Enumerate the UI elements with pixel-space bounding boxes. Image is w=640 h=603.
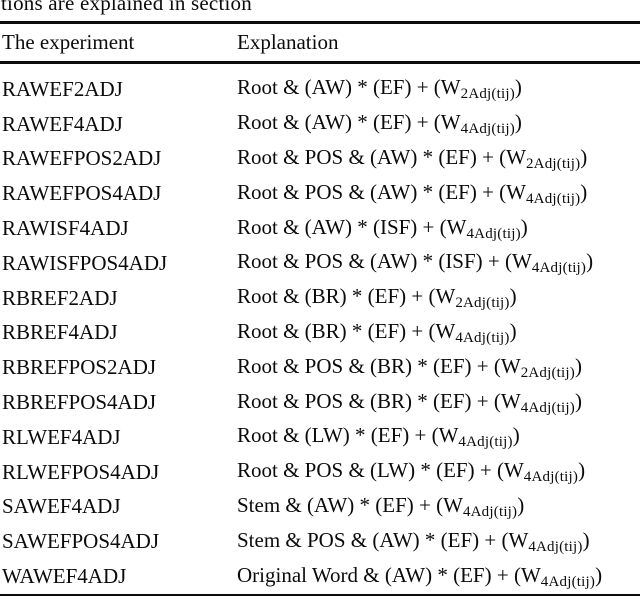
experiment-name: RBREFPOS4ADJ — [2, 390, 157, 415]
formula-prefix: Root & (BR) * (EF) + (W — [237, 284, 456, 309]
experiment-formula: Root & POS & (AW) * (EF) + (W2Adj(tij)) — [237, 145, 640, 173]
experiment-name: RBREF2ADJ — [2, 285, 118, 310]
formula-subscript: 4Adj(tij) — [466, 225, 521, 242]
experiment-formula: Root & POS & (AW) * (ISF) + (W4Adj(tij)) — [237, 249, 640, 277]
experiment-name: RLWEF4ADJ — [2, 424, 121, 449]
experiment-name: SAWEF4ADJ — [2, 494, 121, 519]
formula-subscript: 2Adj(tij) — [455, 295, 510, 312]
formula-subscript: 4Adj(tij) — [540, 573, 596, 590]
formula-subscript: 4Adj(tij) — [528, 538, 583, 555]
table-row: RAWEF2ADJ Root & (AW) * (EF) + (W2Adj(ti… — [0, 72, 640, 107]
formula-prefix: Root & (AW) * (EF) + (W — [237, 110, 461, 135]
formula-suffix: ) — [574, 353, 582, 378]
experiment-formula: Root & (AW) * (ISF) + (W4Adj(tij)) — [237, 215, 640, 243]
table-row: RAWEFPOS4ADJ Root & POS & (AW) * (EF) + … — [0, 176, 640, 211]
experiment-formula: Root & POS & (BR) * (EF) + (W2Adj(tij)) — [237, 354, 640, 382]
formula-suffix: ) — [580, 144, 588, 169]
formula-prefix: Original Word & (AW) * (EF) + (W — [237, 562, 541, 587]
experiment-name: RAWEFPOS2ADJ — [2, 146, 162, 171]
table-row: RBREFPOS2ADJ Root & POS & (BR) * (EF) + … — [0, 350, 640, 385]
header-explanation: Explanation — [237, 30, 339, 54]
experiment-name: RLWEFPOS4ADJ — [2, 459, 160, 484]
formula-prefix: Root & (AW) * (ISF) + (W — [237, 214, 467, 239]
experiment-formula: Stem & POS & (AW) * (EF) + (W4Adj(tij)) — [237, 528, 640, 556]
experiment-name: WAWEF4ADJ — [2, 564, 127, 589]
formula-prefix: Root & (BR) * (EF) + (W — [237, 318, 456, 343]
table-header-row: The experiment Explanation — [0, 24, 640, 64]
experiment-formula: Root & (BR) * (EF) + (W2Adj(tij)) — [237, 284, 640, 312]
table-row: RBREF4ADJ Root & (BR) * (EF) + (W4Adj(ti… — [0, 316, 640, 351]
table-row: WAWEF4ADJ Original Word & (AW) * (EF) + … — [0, 559, 640, 594]
table-row: SAWEF4ADJ Stem & (AW) * (EF) + (W4Adj(ti… — [0, 490, 640, 525]
experiment-name: RAWEF4ADJ — [2, 111, 123, 136]
table-row: RAWEF4ADJ Root & (AW) * (EF) + (W4Adj(ti… — [0, 107, 640, 142]
formula-suffix: ) — [509, 284, 517, 309]
experiment-name: RAWEF2ADJ — [2, 76, 123, 101]
table-row: RAWEFPOS2ADJ Root & POS & (AW) * (EF) + … — [0, 142, 640, 177]
formula-prefix: Stem & (AW) * (EF) + (W — [237, 492, 463, 517]
formula-suffix: ) — [517, 492, 525, 517]
formula-prefix: Root & (AW) * (EF) + (W — [237, 75, 461, 100]
formula-prefix: Root & POS & (AW) * (EF) + (W — [237, 144, 526, 169]
experiment-formula: Root & POS & (BR) * (EF) + (W4Adj(tij)) — [237, 389, 640, 417]
formula-subscript: 2Adj(tij) — [460, 86, 515, 103]
formula-suffix: ) — [514, 75, 522, 100]
formula-suffix: ) — [595, 562, 603, 587]
formula-subscript: 4Adj(tij) — [460, 121, 515, 138]
table-row: RBREFPOS4ADJ Root & POS & (BR) * (EF) + … — [0, 385, 640, 420]
experiment-formula: Root & (LW) * (EF) + (W4Adj(tij)) — [237, 423, 640, 451]
formula-suffix: ) — [582, 527, 590, 552]
table-row: SAWEFPOS4ADJ Stem & POS & (AW) * (EF) + … — [0, 524, 640, 559]
experiment-name: RAWISF4ADJ — [2, 216, 129, 241]
formula-prefix: Root & POS & (AW) * (ISF) + (W — [237, 249, 532, 274]
formula-subscript: 4Adj(tij) — [462, 503, 518, 520]
formula-subscript: 2Adj(tij) — [520, 364, 575, 381]
formula-suffix: ) — [574, 388, 582, 413]
formula-prefix: Root & POS & (LW) * (EF) + (W — [237, 458, 524, 483]
experiment-formula: Root & POS & (AW) * (EF) + (W4Adj(tij)) — [237, 180, 640, 208]
experiment-formula: Root & POS & (LW) * (EF) + (W4Adj(tij)) — [237, 458, 640, 486]
formula-suffix: ) — [580, 179, 588, 204]
experiments-table: The experiment Explanation RAWEF2ADJ Roo… — [0, 21, 640, 596]
experiment-formula: Root & (AW) * (EF) + (W2Adj(tij)) — [237, 75, 640, 103]
table-row: RAWISF4ADJ Root & (AW) * (ISF) + (W4Adj(… — [0, 211, 640, 246]
formula-prefix: Root & POS & (BR) * (EF) + (W — [237, 353, 521, 378]
table-row: RBREF2ADJ Root & (BR) * (EF) + (W2Adj(ti… — [0, 281, 640, 316]
formula-prefix: Root & (LW) * (EF) + (W — [237, 423, 459, 448]
experiment-formula: Root & (AW) * (EF) + (W4Adj(tij)) — [237, 110, 640, 138]
formula-prefix: Root & POS & (BR) * (EF) + (W — [237, 388, 521, 413]
table-row: RAWISFPOS4ADJ Root & POS & (AW) * (ISF) … — [0, 246, 640, 281]
header-experiment: The experiment — [2, 30, 135, 54]
table-row: RLWEF4ADJ Root & (LW) * (EF) + (W4Adj(ti… — [0, 420, 640, 455]
formula-suffix: ) — [512, 423, 520, 448]
experiment-name: RBREF4ADJ — [2, 320, 118, 345]
page-caption-text: tions are explained in section — [1, 0, 252, 15]
experiment-name: RAWISFPOS4ADJ — [2, 250, 168, 275]
experiment-formula: Original Word & (AW) * (EF) + (W4Adj(tij… — [237, 563, 640, 591]
experiment-formula: Stem & (AW) * (EF) + (W4Adj(tij)) — [237, 493, 640, 521]
table-body: RAWEF2ADJ Root & (AW) * (EF) + (W2Adj(ti… — [0, 64, 640, 596]
experiment-name: SAWEFPOS4ADJ — [2, 529, 160, 554]
experiment-name: RBREFPOS2ADJ — [2, 355, 157, 380]
formula-suffix: ) — [514, 110, 522, 135]
table-row: RLWEFPOS4ADJ Root & POS & (LW) * (EF) + … — [0, 455, 640, 490]
experiment-name: RAWEFPOS4ADJ — [2, 181, 162, 206]
formula-suffix: ) — [509, 318, 517, 343]
formula-suffix: ) — [520, 214, 528, 239]
formula-suffix: ) — [578, 458, 586, 483]
formula-subscript: 4Adj(tij) — [531, 260, 587, 277]
experiment-formula: Root & (BR) * (EF) + (W4Adj(tij)) — [237, 319, 640, 347]
formula-subscript: 4Adj(tij) — [458, 434, 513, 451]
formula-prefix: Root & POS & (AW) * (EF) + (W — [237, 179, 526, 204]
formula-subscript: 2Adj(tij) — [525, 155, 581, 172]
formula-subscript: 4Adj(tij) — [525, 190, 581, 207]
formula-subscript: 4Adj(tij) — [455, 329, 510, 346]
formula-suffix: ) — [586, 249, 594, 274]
formula-subscript: 4Adj(tij) — [520, 399, 575, 416]
formula-subscript: 4Adj(tij) — [523, 469, 579, 486]
formula-prefix: Stem & POS & (AW) * (EF) + (W — [237, 527, 529, 552]
